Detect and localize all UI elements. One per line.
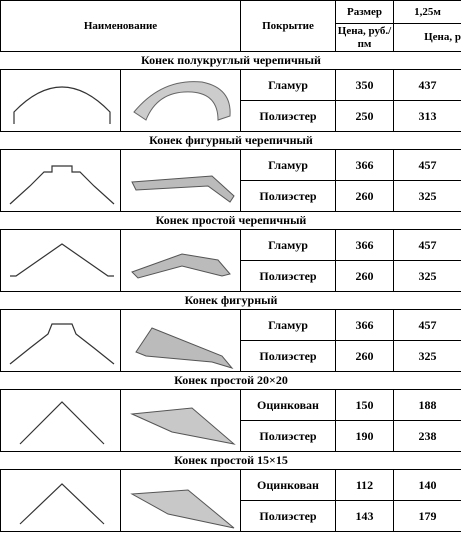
price-2: 457 [393, 309, 461, 341]
profile-drawing [9, 164, 114, 204]
coating: Полиэстер [240, 100, 336, 132]
drawing-cell [0, 469, 121, 532]
price-2: 457 [393, 149, 461, 181]
section-title: Конек простой 15×15 [0, 451, 461, 470]
data-row: Гламур 366 457 [0, 149, 461, 212]
price: 260 [335, 260, 394, 292]
coating: Гламур [240, 69, 336, 101]
coating: Полиэстер [240, 340, 336, 372]
data-row: Гламур 366 457 [0, 229, 461, 292]
price: 366 [335, 229, 394, 261]
price-2: 313 [393, 100, 461, 132]
data-row: Гламур 366 457 [0, 309, 461, 372]
ridge-image [130, 174, 235, 203]
header-price-2: Цена, р [393, 23, 461, 52]
coating: Гламур [240, 149, 336, 181]
header-coating: Покрытие [240, 0, 336, 52]
price: 190 [335, 420, 394, 452]
price-2: 325 [393, 260, 461, 292]
price-2: 179 [393, 500, 461, 532]
section-title: Конек полукруглый черепичный [0, 51, 461, 70]
ridge-image [129, 488, 234, 528]
ridge-image [130, 252, 231, 279]
photo-cell [120, 309, 241, 372]
header-price: Цена, руб./пм [335, 23, 394, 52]
coating: Полиэстер [240, 500, 336, 532]
ridge-image [134, 326, 233, 369]
coating: Оцинкован [240, 469, 336, 501]
data-row: Полиэстер 260 325 [1, 180, 461, 212]
header-name: Наименование [0, 0, 241, 52]
price: 150 [335, 389, 394, 421]
section-row: Конек фигурный черепичный [0, 131, 461, 150]
price: 260 [335, 180, 394, 212]
data-row: Оцинкован 112 140 [0, 469, 461, 532]
section-row: Конек простой черепичный [0, 211, 461, 230]
ridge-image [129, 406, 236, 445]
photo-cell [120, 69, 241, 132]
price: 366 [335, 309, 394, 341]
header-size: Размер [335, 0, 394, 24]
data-row: Полиэстер 190 238 [1, 420, 461, 452]
section-title: Конек простой черепичный [0, 211, 461, 230]
photo-cell [120, 149, 241, 212]
drawing-cell [0, 389, 121, 452]
data-row: Полиэстер 260 325 [1, 340, 461, 372]
data-row: Оцинкован 150 188 [0, 389, 461, 452]
section-title: Конек фигурный [0, 291, 461, 310]
profile-drawing [19, 400, 104, 444]
section-row: Конек простой 15×15 [0, 451, 461, 470]
price-2: 325 [393, 340, 461, 372]
coating: Полиэстер [240, 260, 336, 292]
section-title: Конек простой 20×20 [0, 371, 461, 390]
header-length: 1,25м [393, 0, 461, 24]
coating: Оцинкован [240, 389, 336, 421]
coating: Полиэстер [240, 180, 336, 212]
price-2: 238 [393, 420, 461, 452]
drawing-cell [0, 229, 121, 292]
ridge-image [132, 80, 231, 121]
price-2: 437 [393, 69, 461, 101]
data-row: Полиэстер 143 179 [1, 500, 461, 532]
section-row: Конек простой 20×20 [0, 371, 461, 390]
section-title: Конек фигурный черепичный [0, 131, 461, 150]
price: 250 [335, 100, 394, 132]
coating: Гламур [240, 309, 336, 341]
coating: Гламур [240, 229, 336, 261]
profile-drawing [9, 242, 114, 277]
price: 260 [335, 340, 394, 372]
price-2: 188 [393, 389, 461, 421]
photo-cell [120, 389, 241, 452]
price-2: 140 [393, 469, 461, 501]
price-table: Наименование Покрытие Размер 1,25м Цена,… [0, 0, 461, 532]
section-row: Конек фигурный [0, 291, 461, 310]
data-row: Гламур 350 437 [0, 69, 461, 132]
price: 143 [335, 500, 394, 532]
profile-drawing [12, 85, 111, 124]
price-2: 325 [393, 180, 461, 212]
price: 350 [335, 69, 394, 101]
profile-drawing [19, 482, 104, 524]
data-row: Полиэстер 260 325 [1, 260, 461, 292]
price: 112 [335, 469, 394, 501]
drawing-cell [0, 309, 121, 372]
photo-cell [120, 469, 241, 532]
drawing-cell [0, 69, 121, 132]
drawing-cell [0, 149, 121, 212]
section-row: Конек полукруглый черепичный [0, 51, 461, 70]
photo-cell [120, 229, 241, 292]
price: 366 [335, 149, 394, 181]
price-2: 457 [393, 229, 461, 261]
coating: Полиэстер [240, 420, 336, 452]
profile-drawing [9, 322, 114, 364]
